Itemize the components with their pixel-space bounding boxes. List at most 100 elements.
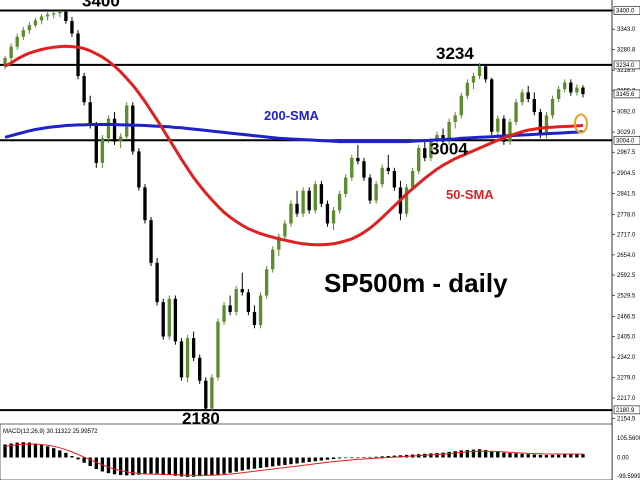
candle-body xyxy=(459,95,463,116)
macd-histogram-bar xyxy=(216,457,220,475)
candle-body xyxy=(27,25,32,31)
candle-body xyxy=(9,46,13,59)
candle-body xyxy=(216,321,220,378)
candle-body xyxy=(143,187,147,221)
macd-histogram-bar xyxy=(447,451,451,458)
chart-title: SP500m - daily xyxy=(324,268,508,298)
macd-axis: 105.5600 0.00 -99.5999 xyxy=(617,436,640,480)
macd-histogram-bar xyxy=(392,455,397,458)
y-tick-label: 2279.0 xyxy=(617,376,636,382)
macd-histogram-bar xyxy=(307,457,311,462)
sma-50-line xyxy=(4,44,584,247)
price-tag: 2180.9 xyxy=(616,408,635,414)
candle-body xyxy=(106,118,111,139)
macd-histogram-bar xyxy=(575,454,579,458)
macd-histogram-bar xyxy=(325,457,330,460)
macd-histogram-bar xyxy=(350,457,354,459)
candle-body xyxy=(289,203,293,224)
candle-body xyxy=(575,87,579,93)
y-tick-label: 2217.0 xyxy=(617,396,636,402)
candle-body xyxy=(283,223,287,237)
macd-histogram-bar xyxy=(204,457,208,476)
macd-histogram-bar xyxy=(556,454,561,458)
level-label: 2180 xyxy=(182,409,220,428)
price-tag-box xyxy=(613,6,640,15)
candle-body xyxy=(179,341,184,378)
macd-label: MACD(12,26,9) 30.11322 25.99572 xyxy=(3,429,98,435)
candle-body xyxy=(94,125,98,163)
y-tick-label: 2529.5 xyxy=(617,294,636,300)
candle-body xyxy=(131,105,135,152)
level-label: 3234 xyxy=(436,44,474,63)
candle-body xyxy=(508,121,512,142)
candle-body xyxy=(410,171,415,188)
candle-body xyxy=(477,66,482,77)
candle-body xyxy=(307,190,311,211)
level-label: 3400 xyxy=(82,0,120,11)
candle-body xyxy=(502,118,506,142)
candle-body xyxy=(198,357,202,381)
crossover-marker xyxy=(573,113,588,134)
macd-histogram-bar xyxy=(210,457,214,476)
macd-histogram-bar xyxy=(581,454,585,458)
macd-histogram-bar xyxy=(386,456,390,458)
level-labels: 3400 3234 3004 2180 200-SMA 50-SMA xyxy=(82,0,494,428)
y-tick-label: 2967.5 xyxy=(617,150,636,156)
macd-histogram-bar xyxy=(520,453,524,458)
candle-body xyxy=(392,171,397,188)
candle-body xyxy=(569,82,573,93)
price-tag: 3400.0 xyxy=(616,9,635,15)
candle-body xyxy=(532,98,536,113)
candle-body xyxy=(33,20,38,26)
candle-body xyxy=(362,161,366,178)
macd-histogram-bar xyxy=(27,442,32,458)
candle-body xyxy=(295,203,299,214)
candle-body xyxy=(161,302,165,337)
candle-body xyxy=(331,210,336,224)
macd-histogram-bar xyxy=(356,457,360,459)
y-tick-label: 2717.0 xyxy=(617,232,636,238)
macd-histogram-bar xyxy=(331,457,336,459)
macd-histogram-bar xyxy=(344,457,348,459)
candle-body xyxy=(234,288,238,312)
macd-histogram-bar xyxy=(234,457,238,472)
price-tag-box xyxy=(613,60,640,70)
macd-histogram-bar xyxy=(58,450,62,458)
candle-body xyxy=(514,102,518,122)
macd-histogram-bar xyxy=(283,457,287,465)
sma-50-label: 50-SMA xyxy=(446,187,494,202)
macd-histogram-bar xyxy=(550,454,555,458)
candle-body xyxy=(453,115,457,122)
candle-body xyxy=(271,249,275,270)
candle-body xyxy=(563,82,567,90)
candle-body xyxy=(423,148,427,158)
macd-histogram-bar xyxy=(502,452,506,458)
macd-tick-label: 105.5600 xyxy=(617,436,640,442)
macd-histogram-bar xyxy=(94,457,98,470)
macd-histogram-bar xyxy=(490,451,494,458)
candle-body xyxy=(417,148,421,172)
candle-body xyxy=(167,298,171,337)
macd-histogram-bar xyxy=(106,457,111,474)
macd-histogram-bar xyxy=(264,457,269,468)
macd-histogram-bar xyxy=(149,457,153,474)
candle-body xyxy=(112,118,117,142)
y-tick-label: 2342.0 xyxy=(617,355,636,361)
price-tag: 3145.6 xyxy=(616,92,635,98)
candle-body xyxy=(496,118,500,132)
candle-body xyxy=(374,184,378,201)
macd-histogram-bar xyxy=(246,457,251,470)
macd-histogram-bar xyxy=(374,456,378,458)
candle-body xyxy=(155,262,159,303)
macd-panel: MACD(12,26,9) 30.11322 25.99572 105.5600… xyxy=(0,423,640,480)
macd-histogram-bar xyxy=(52,448,56,458)
macd-histogram-bar xyxy=(538,454,543,458)
macd-histogram-bar xyxy=(191,457,196,477)
macd-histogram-bar xyxy=(161,457,165,475)
y-tick-label: 3092.0 xyxy=(617,109,636,115)
candle-body xyxy=(39,16,44,21)
candle-body xyxy=(538,112,543,136)
macd-histogram-bar xyxy=(88,457,92,467)
candle-body xyxy=(149,220,153,263)
candle-body xyxy=(325,203,330,224)
